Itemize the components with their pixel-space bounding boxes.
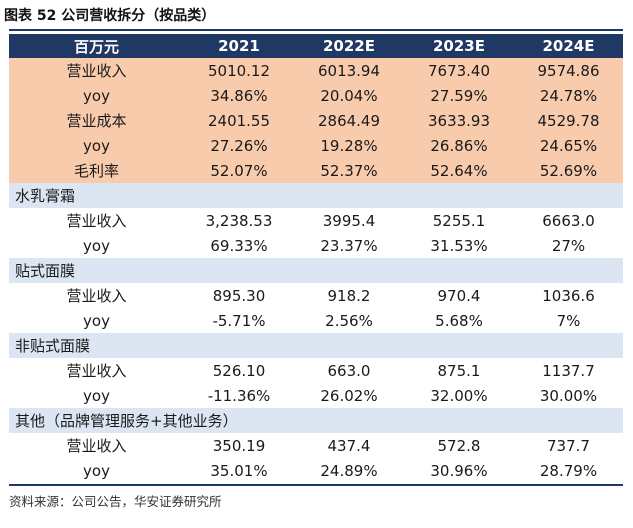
value-cell: 52.69%: [514, 158, 623, 183]
value-cell: 5010.12: [184, 58, 294, 83]
revenue-breakdown-table: 百万元 2021 2022E 2023E 2024E 营业收入 5010.12 60…: [9, 34, 623, 483]
row-label: 营业收入: [9, 283, 184, 308]
value-cell: 34.86%: [184, 83, 294, 108]
value-cell: 26.02%: [294, 383, 404, 408]
value-cell: 1036.6: [514, 283, 623, 308]
value-cell: 5.68%: [404, 308, 514, 333]
summary-row: yoy 34.86% 20.04% 27.59% 24.78%: [9, 83, 623, 108]
value-cell: 7673.40: [404, 58, 514, 83]
row-label: yoy: [9, 383, 184, 408]
top-rule: [9, 29, 623, 31]
value-cell: 32.00%: [404, 383, 514, 408]
value-cell: 28.79%: [514, 458, 623, 483]
header-cell-2021: 2021: [184, 34, 294, 58]
value-cell: 737.7: [514, 433, 623, 458]
value-cell: 6663.0: [514, 208, 623, 233]
header-cell-2022e: 2022E: [294, 34, 404, 58]
value-cell: 895.30: [184, 283, 294, 308]
row-label: yoy: [9, 233, 184, 258]
value-cell: 663.0: [294, 358, 404, 383]
value-cell: 1137.7: [514, 358, 623, 383]
value-cell: 350.19: [184, 433, 294, 458]
value-cell: -5.71%: [184, 308, 294, 333]
summary-row: 营业收入 5010.12 6013.94 7673.40 9574.86: [9, 58, 623, 83]
value-cell: 6013.94: [294, 58, 404, 83]
row-label: 营业成本: [9, 108, 184, 133]
value-cell: 572.8: [404, 433, 514, 458]
bottom-rule: [9, 484, 623, 486]
value-cell: 5255.1: [404, 208, 514, 233]
row-label: 营业收入: [9, 358, 184, 383]
table-header-row: 百万元 2021 2022E 2023E 2024E: [9, 34, 623, 58]
value-cell: 52.64%: [404, 158, 514, 183]
value-cell: 9574.86: [514, 58, 623, 83]
value-cell: 27.59%: [404, 83, 514, 108]
table-row: yoy 35.01% 24.89% 30.96% 28.79%: [9, 458, 623, 483]
value-cell: 3995.4: [294, 208, 404, 233]
value-cell: 2.56%: [294, 308, 404, 333]
table-row: yoy 69.33% 23.37% 31.53% 27%: [9, 233, 623, 258]
value-cell: 3,238.53: [184, 208, 294, 233]
value-cell: 7%: [514, 308, 623, 333]
value-cell: 4529.78: [514, 108, 623, 133]
source-note: 资料来源：公司公告，华安证券研究所: [9, 494, 222, 509]
summary-row: 营业成本 2401.55 2864.49 3633.93 4529.78: [9, 108, 623, 133]
row-label: 毛利率: [9, 158, 184, 183]
table-row: 营业收入 895.30 918.2 970.4 1036.6: [9, 283, 623, 308]
section-title: 水乳膏霜: [9, 183, 623, 208]
value-cell: 52.37%: [294, 158, 404, 183]
value-cell: 918.2: [294, 283, 404, 308]
value-cell: 2864.49: [294, 108, 404, 133]
value-cell: 20.04%: [294, 83, 404, 108]
figure-caption: 图表 52 公司营收拆分（按品类）: [4, 8, 216, 24]
value-cell: 26.86%: [404, 133, 514, 158]
value-cell: 69.33%: [184, 233, 294, 258]
row-label: yoy: [9, 133, 184, 158]
header-cell-2024e: 2024E: [514, 34, 623, 58]
value-cell: -11.36%: [184, 383, 294, 408]
row-label: 营业收入: [9, 433, 184, 458]
row-label: yoy: [9, 458, 184, 483]
row-label: 营业收入: [9, 58, 184, 83]
value-cell: 24.89%: [294, 458, 404, 483]
value-cell: 52.07%: [184, 158, 294, 183]
section-header-row: 贴式面膜: [9, 258, 623, 283]
row-label: yoy: [9, 308, 184, 333]
table-row: 营业收入 3,238.53 3995.4 5255.1 6663.0: [9, 208, 623, 233]
value-cell: 437.4: [294, 433, 404, 458]
table-row: 营业收入 526.10 663.0 875.1 1137.7: [9, 358, 623, 383]
table-row: 营业收入 350.19 437.4 572.8 737.7: [9, 433, 623, 458]
value-cell: 19.28%: [294, 133, 404, 158]
table-row: yoy -5.71% 2.56% 5.68% 7%: [9, 308, 623, 333]
table-row: yoy -11.36% 26.02% 32.00% 30.00%: [9, 383, 623, 408]
value-cell: 2401.55: [184, 108, 294, 133]
value-cell: 3633.93: [404, 108, 514, 133]
summary-row: yoy 27.26% 19.28% 26.86% 24.65%: [9, 133, 623, 158]
summary-row: 毛利率 52.07% 52.37% 52.64% 52.69%: [9, 158, 623, 183]
value-cell: 27.26%: [184, 133, 294, 158]
value-cell: 24.78%: [514, 83, 623, 108]
section-header-row: 非贴式面膜: [9, 333, 623, 358]
value-cell: 31.53%: [404, 233, 514, 258]
value-cell: 875.1: [404, 358, 514, 383]
header-cell-2023e: 2023E: [404, 34, 514, 58]
value-cell: 970.4: [404, 283, 514, 308]
section-header-row: 水乳膏霜: [9, 183, 623, 208]
value-cell: 27%: [514, 233, 623, 258]
section-title: 贴式面膜: [9, 258, 623, 283]
section-title: 其他（品牌管理服务+其他业务）: [9, 408, 623, 433]
value-cell: 526.10: [184, 358, 294, 383]
row-label: yoy: [9, 83, 184, 108]
value-cell: 35.01%: [184, 458, 294, 483]
header-cell-unit: 百万元: [9, 34, 184, 58]
section-header-row: 其他（品牌管理服务+其他业务）: [9, 408, 623, 433]
section-title: 非贴式面膜: [9, 333, 623, 358]
row-label: 营业收入: [9, 208, 184, 233]
value-cell: 30.96%: [404, 458, 514, 483]
value-cell: 24.65%: [514, 133, 623, 158]
value-cell: 30.00%: [514, 383, 623, 408]
value-cell: 23.37%: [294, 233, 404, 258]
